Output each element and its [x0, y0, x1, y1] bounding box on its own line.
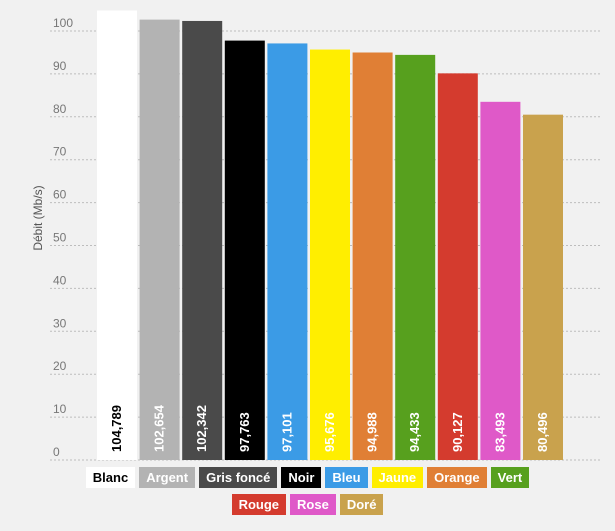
legend-row: Blanc Argent Gris foncé Noir Bleu Jaune Orange… [0, 466, 615, 488]
value-label: 90,127 [450, 412, 465, 452]
y-tick-label: 70 [53, 145, 67, 159]
legend-item-rouge: Rouge [231, 493, 287, 515]
bar-vert [395, 54, 436, 460]
value-label: 102,342 [194, 405, 209, 452]
legend-item-orange: Orange [427, 466, 487, 488]
y-axis-label: Débit (Mb/s) [31, 185, 45, 250]
value-label: 95,676 [322, 412, 337, 452]
legend: Blanc Argent Gris foncé Noir Bleu Jaune Orange… [0, 466, 615, 526]
y-tick-label: 20 [53, 359, 67, 373]
bar-argent [139, 19, 180, 460]
value-labels: 104,789 102,654 102,342 97,763 97,101 95,676 9… [109, 404, 550, 452]
bar-blanc [97, 10, 137, 460]
y-tick-label: 30 [53, 316, 67, 330]
bar-doré [523, 114, 563, 461]
y-tick-label: 80 [53, 102, 67, 116]
value-label: 80,496 [535, 412, 550, 452]
y-tick-label: 50 [53, 231, 67, 245]
y-tick-label: 10 [53, 402, 67, 416]
bar-rose [480, 101, 521, 460]
y-tick-label: 60 [53, 188, 67, 202]
bar-bleu [267, 43, 308, 461]
bar-gris-foncé [182, 20, 223, 460]
y-tick-label: 0 [53, 445, 60, 459]
y-tick-label: 100 [53, 16, 73, 30]
bar-rouge [437, 73, 478, 461]
legend-item-vert: Vert [490, 466, 530, 488]
value-label: 97,101 [279, 412, 294, 452]
value-label: 97,763 [237, 412, 252, 452]
y-tick-label: 90 [53, 59, 67, 73]
y-tick-label: 40 [53, 273, 67, 287]
bar-noir [224, 40, 265, 460]
legend-item-noir: Noir [281, 466, 322, 488]
legend-item-bleu: Bleu [325, 466, 368, 488]
bars [97, 10, 563, 461]
value-label: 94,988 [365, 412, 380, 452]
legend-item-doré: Doré [339, 493, 384, 515]
value-label: 102,654 [152, 404, 167, 452]
y-tick-labels: 0 10 20 30 40 50 60 70 80 90 100 [53, 16, 73, 459]
legend-item-rose: Rose [290, 493, 336, 515]
value-label: 83,493 [492, 412, 507, 452]
legend-row: Rouge Rose Doré [0, 493, 615, 515]
legend-item-jaune: Jaune [371, 466, 424, 488]
value-label: 104,789 [109, 405, 124, 452]
bar-chart: 0 10 20 30 40 50 60 70 80 90 100 Débit (Mb/s) 104,… [31, 10, 600, 461]
legend-item-argent: Argent [139, 466, 196, 488]
bar-jaune [310, 49, 350, 461]
value-label: 94,433 [407, 412, 422, 452]
bar-orange [352, 52, 393, 461]
legend-item-gris-foncé: Gris foncé [199, 466, 278, 488]
legend-item-blanc: Blanc [85, 466, 136, 488]
